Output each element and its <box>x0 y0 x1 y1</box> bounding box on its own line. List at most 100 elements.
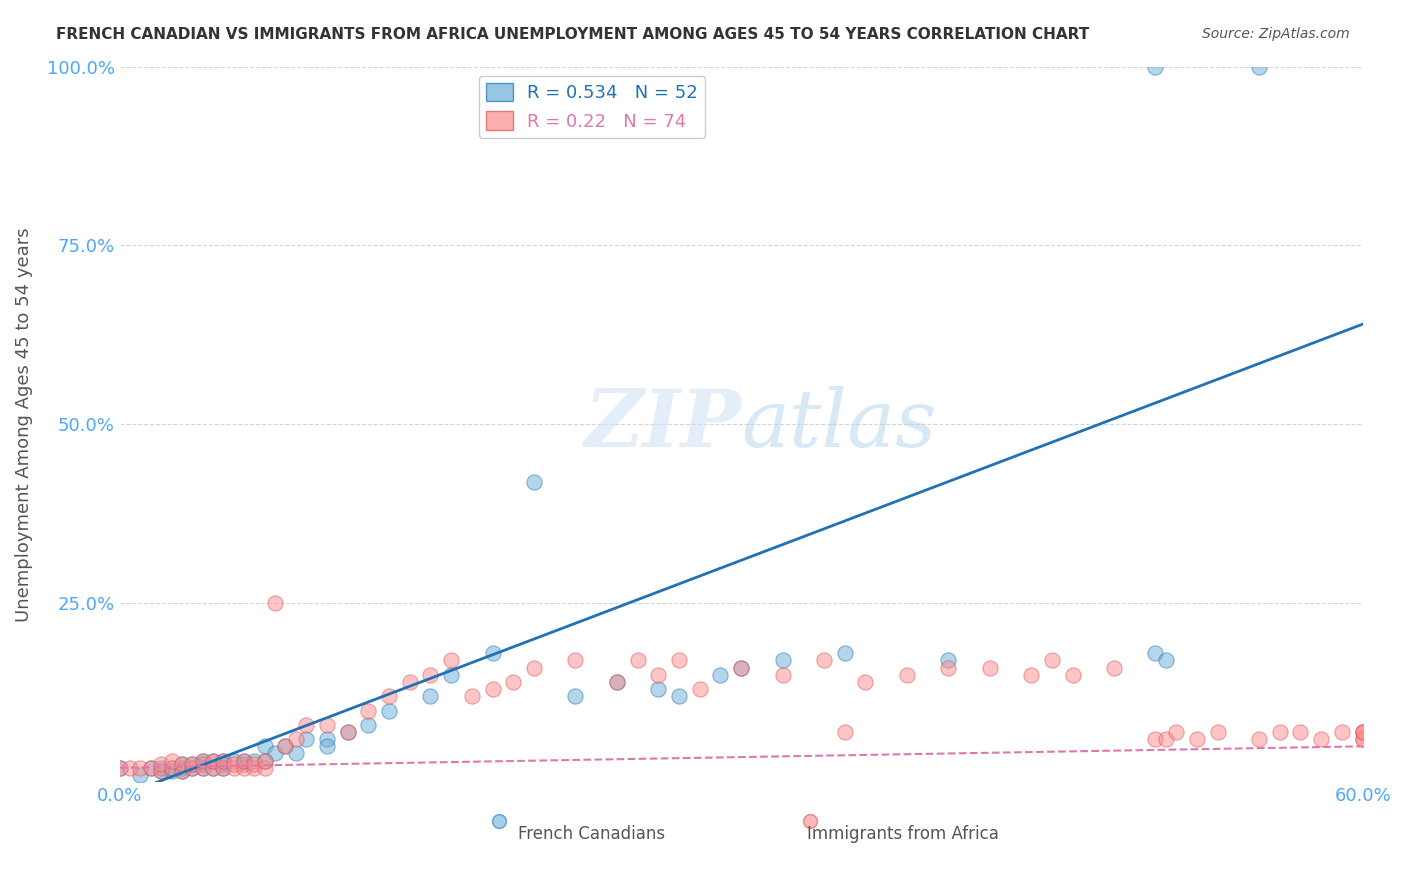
Point <box>668 653 690 667</box>
Point <box>284 732 307 747</box>
Point <box>120 761 142 775</box>
Point <box>129 768 152 782</box>
Point <box>1062 667 1084 681</box>
Point <box>295 732 318 747</box>
Point <box>253 754 276 768</box>
Point <box>170 761 193 775</box>
Point <box>936 653 959 667</box>
Point <box>1310 732 1333 747</box>
Point <box>730 660 752 674</box>
Point <box>191 754 214 768</box>
Point <box>170 764 193 779</box>
Point <box>243 761 266 775</box>
Point <box>1247 732 1270 747</box>
Point <box>440 653 463 667</box>
Point <box>233 754 256 768</box>
Point <box>461 690 484 704</box>
Point <box>212 761 235 775</box>
Point <box>1258 814 1281 829</box>
Text: Source: ZipAtlas.com: Source: ZipAtlas.com <box>1202 27 1350 41</box>
Point <box>274 739 297 754</box>
Point <box>160 754 183 768</box>
Point <box>979 660 1001 674</box>
Point <box>1351 725 1374 739</box>
Point <box>1351 732 1374 747</box>
Point <box>316 718 339 732</box>
Point <box>181 757 204 772</box>
Point <box>523 475 546 489</box>
Point <box>201 754 224 768</box>
Text: atlas: atlas <box>741 385 936 463</box>
Point <box>1351 732 1374 747</box>
Point <box>481 646 503 660</box>
Point <box>170 757 193 772</box>
Point <box>1019 667 1042 681</box>
Point <box>336 725 359 739</box>
Point <box>606 675 628 690</box>
Point <box>1206 725 1229 739</box>
Y-axis label: Unemployment Among Ages 45 to 54 years: Unemployment Among Ages 45 to 54 years <box>15 227 32 622</box>
Point <box>813 653 835 667</box>
Point <box>316 732 339 747</box>
Point <box>741 814 763 829</box>
Point <box>139 761 162 775</box>
Point <box>253 761 276 775</box>
Point <box>264 747 287 761</box>
Point <box>1144 732 1167 747</box>
Point <box>357 718 380 732</box>
Point <box>834 646 856 660</box>
Point <box>233 754 256 768</box>
Point <box>357 704 380 718</box>
Point <box>564 690 586 704</box>
Point <box>1268 725 1291 739</box>
Point <box>243 754 266 768</box>
Point <box>502 675 524 690</box>
Point <box>108 761 131 775</box>
Point <box>201 754 224 768</box>
Point <box>222 761 245 775</box>
Point <box>378 690 401 704</box>
Point <box>440 667 463 681</box>
Point <box>295 718 318 732</box>
Point <box>1247 60 1270 74</box>
Point <box>181 757 204 772</box>
Point <box>181 761 204 775</box>
Point <box>170 757 193 772</box>
Point <box>233 761 256 775</box>
Point <box>772 653 794 667</box>
Point <box>834 725 856 739</box>
Point <box>274 739 297 754</box>
Point <box>253 739 276 754</box>
Point <box>233 757 256 772</box>
Point <box>1166 725 1188 739</box>
Point <box>160 761 183 775</box>
Point <box>170 764 193 779</box>
Point <box>212 754 235 768</box>
Point <box>1040 653 1063 667</box>
Point <box>668 690 690 704</box>
Point <box>264 596 287 610</box>
Point <box>222 754 245 768</box>
Point <box>647 667 669 681</box>
Point <box>564 653 586 667</box>
Text: FRENCH CANADIAN VS IMMIGRANTS FROM AFRICA UNEMPLOYMENT AMONG AGES 45 TO 54 YEARS: FRENCH CANADIAN VS IMMIGRANTS FROM AFRIC… <box>56 27 1090 42</box>
Point <box>419 690 441 704</box>
Point <box>1351 725 1374 739</box>
Point <box>284 747 307 761</box>
Point <box>212 754 235 768</box>
Point <box>1154 732 1177 747</box>
Point <box>212 761 235 775</box>
Point <box>129 761 152 775</box>
Point <box>896 667 918 681</box>
Point <box>191 761 214 775</box>
Point <box>108 761 131 775</box>
Point <box>191 754 214 768</box>
Point <box>398 675 420 690</box>
Point <box>191 761 214 775</box>
Point <box>243 757 266 772</box>
Point <box>160 764 183 779</box>
Point <box>647 682 669 697</box>
Point <box>150 757 173 772</box>
Point <box>253 754 276 768</box>
Point <box>1289 725 1312 739</box>
